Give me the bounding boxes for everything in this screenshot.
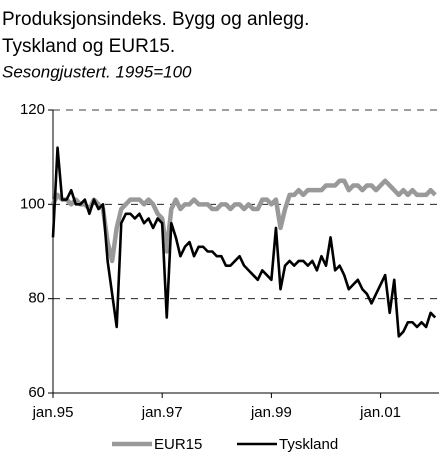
x-tick-label: jan.95 bbox=[32, 404, 74, 421]
y-tick-label: 100 bbox=[20, 195, 45, 212]
data-line bbox=[51, 146, 437, 338]
x-tick-label: jan.99 bbox=[250, 404, 292, 421]
x-tick-label: jan.01 bbox=[359, 404, 401, 421]
chart-title: Produksjonsindeks. Bygg og anlegg. bbox=[2, 9, 309, 30]
y-tick-label: 80 bbox=[28, 290, 45, 307]
chart-subtitle: Sesongjustert. 1995=100 bbox=[2, 62, 192, 81]
legend-label: Tyskland bbox=[279, 436, 338, 453]
legend-label: EUR15 bbox=[154, 436, 202, 453]
y-tick-label: 60 bbox=[28, 384, 45, 401]
chart-title: Tyskland og EUR15. bbox=[2, 36, 175, 57]
y-tick-label: 120 bbox=[20, 101, 45, 118]
x-tick-label: jan.97 bbox=[141, 404, 183, 421]
data-line bbox=[50, 178, 437, 264]
